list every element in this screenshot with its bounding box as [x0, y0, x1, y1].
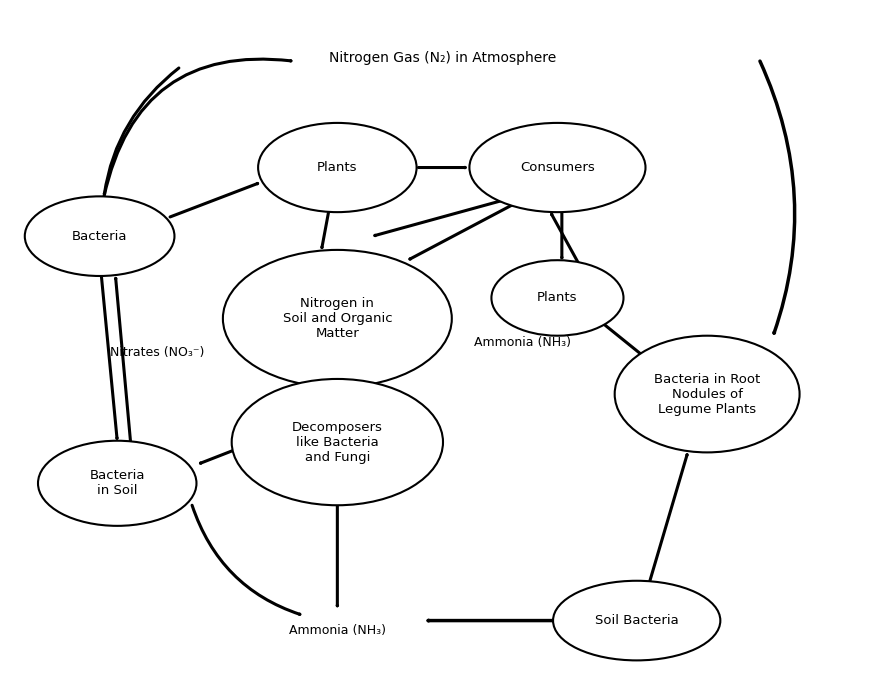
Text: Plants: Plants	[537, 291, 578, 304]
Text: Nitrates (NO₃⁻): Nitrates (NO₃⁻)	[110, 347, 204, 359]
Text: Bacteria
in Soil: Bacteria in Soil	[89, 469, 145, 498]
Text: Consumers: Consumers	[520, 161, 595, 174]
Ellipse shape	[223, 250, 452, 388]
Text: Nitrogen Gas (N₂) in Atmosphere: Nitrogen Gas (N₂) in Atmosphere	[330, 51, 556, 64]
Text: Bacteria in Root
Nodules of
Legume Plants: Bacteria in Root Nodules of Legume Plant…	[654, 372, 760, 416]
Ellipse shape	[38, 441, 197, 526]
Ellipse shape	[258, 123, 416, 212]
Text: Ammonia (NH₃): Ammonia (NH₃)	[289, 624, 385, 637]
Text: Decomposers
like Bacteria
and Fungi: Decomposers like Bacteria and Fungi	[291, 421, 383, 464]
Text: Plants: Plants	[317, 161, 358, 174]
Ellipse shape	[470, 123, 646, 212]
Ellipse shape	[25, 197, 175, 276]
Ellipse shape	[553, 581, 720, 660]
Text: Nitrogen in
Soil and Organic
Matter: Nitrogen in Soil and Organic Matter	[283, 297, 392, 340]
Ellipse shape	[492, 260, 624, 336]
Text: Bacteria: Bacteria	[72, 230, 128, 243]
Text: Soil Bacteria: Soil Bacteria	[595, 614, 679, 627]
Ellipse shape	[232, 379, 443, 505]
Ellipse shape	[615, 336, 799, 453]
Text: Ammonia (NH₃): Ammonia (NH₃)	[474, 336, 571, 349]
